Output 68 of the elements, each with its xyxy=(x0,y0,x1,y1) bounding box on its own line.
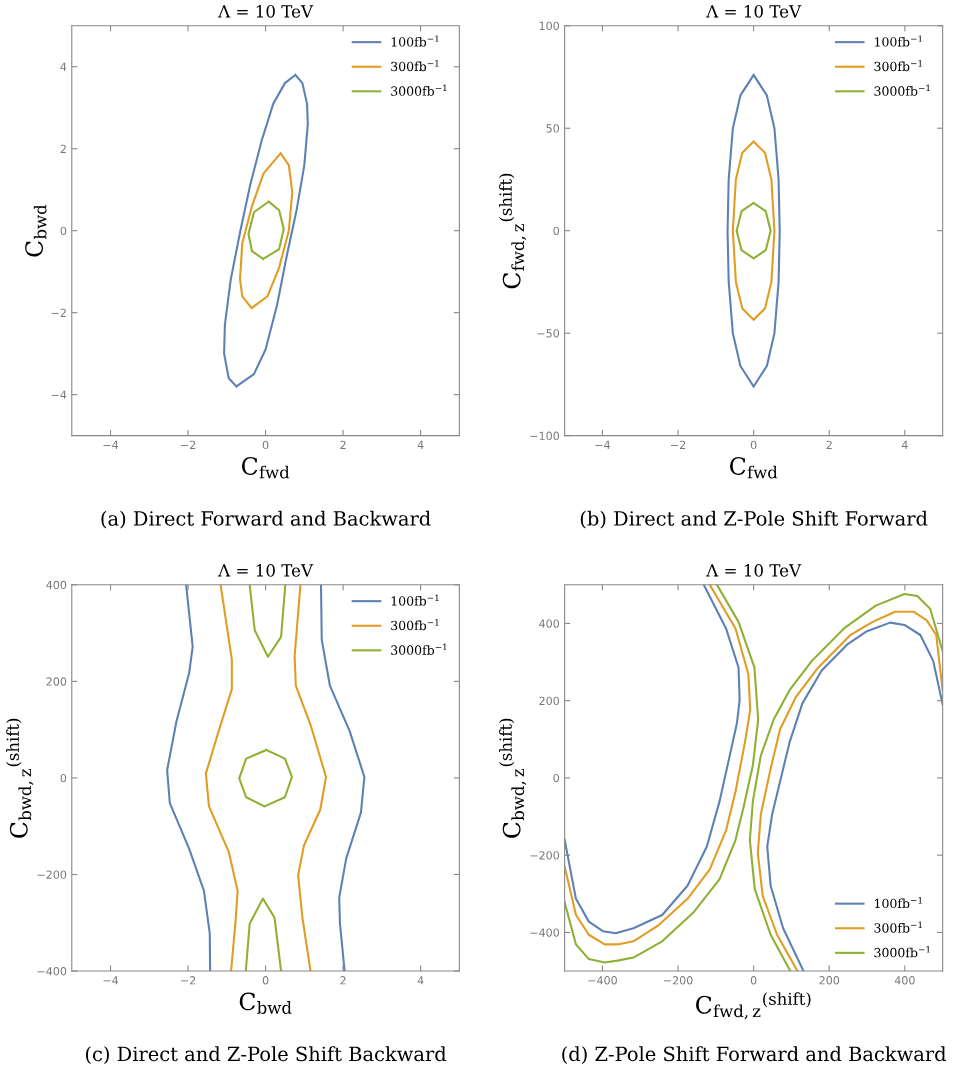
y-tick-label: −200 xyxy=(530,851,560,860)
y-tick-label: 50 xyxy=(546,124,560,133)
x-axis-title: C$_{fwd}$ xyxy=(241,457,290,479)
y-tick-label: 0 xyxy=(553,773,560,783)
y-tick-label: −400 xyxy=(530,928,560,937)
x-tick-label: 400 xyxy=(894,976,915,985)
y-tick-label: −400 xyxy=(37,967,67,976)
x-axis-title: C$_{bwd}$ xyxy=(239,992,292,1014)
x-tick-label: −2 xyxy=(181,440,196,449)
y-tick-label: 4 xyxy=(60,62,67,71)
x-tick-label: −2 xyxy=(181,976,196,985)
x-tick-label: 2 xyxy=(340,976,346,985)
x-axis-title: C$_{fwd}$ xyxy=(730,457,778,479)
y-tick-label: 100 xyxy=(539,21,560,31)
y-tick-label: 400 xyxy=(539,619,560,628)
legend-label: 100fb$^{−1}$ xyxy=(391,594,439,606)
text: (b) Direct and Z-Pole Shift Forward xyxy=(580,510,928,529)
y-tick-label: 0 xyxy=(60,226,67,236)
chart-title: Λ = 10 TeV xyxy=(706,5,802,18)
legend-label: 3000fb$^{−1}$ xyxy=(391,84,447,96)
chart-title: Λ = 10 TeV xyxy=(218,5,314,18)
y-tick-label: −2 xyxy=(51,308,66,317)
y-axis-title: C$_{bwd}$ xyxy=(25,204,47,257)
x-tick-label: −4 xyxy=(103,976,119,985)
x-tick-label: 0 xyxy=(262,440,269,450)
x-tick-label: 2 xyxy=(340,440,346,449)
x-tick-label: −4 xyxy=(595,440,610,449)
x-tick-label: 4 xyxy=(901,440,908,449)
text: (d) Z-Pole Shift Forward and Backward xyxy=(562,1046,947,1064)
legend-label: 3000fb$^{−1}$ xyxy=(874,84,930,96)
x-tick-label: −4 xyxy=(103,440,119,449)
x-tick-label: 0 xyxy=(750,976,757,985)
x-tick-label: 0 xyxy=(750,440,757,450)
y-tick-label: 200 xyxy=(46,677,67,686)
text: (c) Direct and Z-Pole Shift Backward xyxy=(85,1046,447,1064)
text: (a) Direct Forward and Backward xyxy=(101,510,431,529)
legend-label: 100fb$^{−1}$ xyxy=(391,35,439,47)
x-tick-label: 2 xyxy=(826,440,832,449)
legend-label: 100fb$^{−1}$ xyxy=(875,896,922,909)
y-tick-label: 400 xyxy=(46,580,67,590)
x-tick-label: 0 xyxy=(262,976,269,985)
legend-label: 300fb$^{−1}$ xyxy=(874,59,922,72)
x-tick-label: 4 xyxy=(417,976,424,985)
y-tick-label: 2 xyxy=(60,144,66,153)
chart-title: Λ = 10 TeV xyxy=(218,564,314,577)
x-tick-label: 4 xyxy=(417,440,424,449)
x-axis-title: C$_{fwd,z}$$^{(shift)}$ xyxy=(696,992,811,1020)
legend-label: 100fb$^{−1}$ xyxy=(875,35,922,47)
y-tick-label: −4 xyxy=(51,390,67,399)
y-tick-label: 0 xyxy=(60,773,67,783)
legend-label: 3000fb$^{−1}$ xyxy=(391,643,447,655)
x-tick-label: −2 xyxy=(671,440,686,449)
legend-label: 300fb$^{−1}$ xyxy=(391,59,439,72)
legend-label: 3000fb$^{−1}$ xyxy=(874,946,930,958)
y-tick-label: −100 xyxy=(530,431,560,441)
legend-label: 300fb$^{−1}$ xyxy=(391,619,439,631)
y-tick-label: 0 xyxy=(553,226,560,236)
y-tick-label: −50 xyxy=(537,329,560,338)
x-tick-label: −400 xyxy=(588,976,617,985)
chart-title: Λ = 10 TeV xyxy=(706,564,802,577)
x-tick-label: 200 xyxy=(819,976,840,985)
y-axis-title: C$_{bwd,z}$$^{(shift)}$ xyxy=(499,718,527,838)
y-axis-title: C$_{bwd,z}$$^{(shift)}$ xyxy=(6,718,34,838)
y-axis-title: C$_{fwd,z}$$^{(shift)}$ xyxy=(499,173,527,289)
x-tick-label: −200 xyxy=(663,976,693,985)
y-tick-label: 200 xyxy=(539,696,560,706)
legend-label: 300fb$^{−1}$ xyxy=(874,921,922,933)
y-tick-label: −200 xyxy=(37,870,67,879)
